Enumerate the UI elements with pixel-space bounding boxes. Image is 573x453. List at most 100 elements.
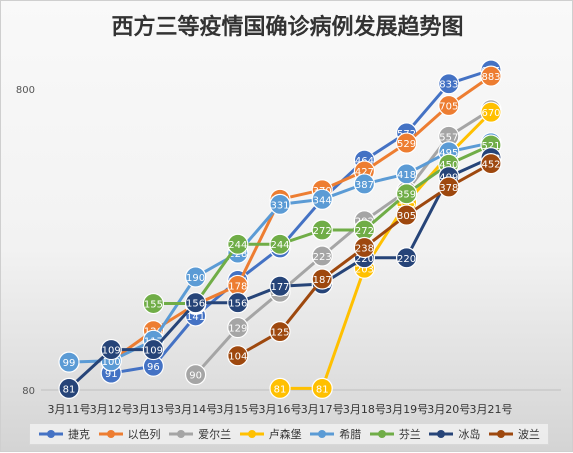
data-point xyxy=(58,351,80,373)
data-label: 387 xyxy=(355,180,374,191)
data-label: 272 xyxy=(355,226,374,237)
data-point xyxy=(269,321,291,343)
data-label: 155 xyxy=(144,300,163,311)
legend-item-1: 以色列 xyxy=(98,426,161,442)
x-tick-label: 3月19号 xyxy=(385,403,428,416)
chart-title: 西方三等疫情国确诊病例发展趋势图 xyxy=(111,15,464,40)
data-point xyxy=(438,73,460,95)
data-point xyxy=(269,233,291,255)
data-point xyxy=(311,268,333,290)
data-label: 452 xyxy=(481,160,500,171)
legend-swatch xyxy=(169,430,194,438)
legend-item-6: 冰岛 xyxy=(428,426,480,442)
data-point xyxy=(438,176,460,198)
y-tick-label: 800 xyxy=(16,85,35,96)
legend-label: 波兰 xyxy=(517,428,540,441)
legend-item-3: 卢森堡 xyxy=(239,426,302,442)
data-label: 220 xyxy=(355,254,374,265)
data-label: 187 xyxy=(313,275,332,286)
data-label: 125 xyxy=(270,328,289,339)
legend-swatch xyxy=(488,430,513,438)
legend-item-0: 捷克 xyxy=(38,426,90,442)
data-label: 129 xyxy=(228,324,247,335)
data-point xyxy=(227,316,249,339)
data-point xyxy=(142,292,164,315)
data-point xyxy=(311,245,333,267)
data-point xyxy=(185,292,207,314)
data-label: 91 xyxy=(105,369,118,380)
data-point xyxy=(227,345,249,367)
data-label: 495 xyxy=(439,148,458,159)
data-label: 104 xyxy=(228,352,247,363)
data-label: 344 xyxy=(313,195,332,206)
data-point xyxy=(353,173,375,195)
data-label: 670 xyxy=(481,108,500,119)
legend-swatch xyxy=(429,430,454,438)
data-point xyxy=(353,236,375,259)
series-layer: 9196141185237344464572833925100126154178… xyxy=(58,59,502,399)
data-label: 178 xyxy=(228,281,247,292)
legend-label: 捷克 xyxy=(68,428,90,441)
legend: 捷克 以色列 爱尔兰 卢森堡 希腊 芬兰 冰岛 波兰 xyxy=(29,423,549,445)
data-label: 81 xyxy=(63,384,76,395)
data-label: 81 xyxy=(316,384,329,395)
data-label: 177 xyxy=(270,282,289,293)
data-label: 81 xyxy=(274,384,287,395)
data-label: 141 xyxy=(186,312,205,323)
data-label: 359 xyxy=(397,190,416,201)
x-tick-label: 3月20号 xyxy=(427,403,470,416)
x-tick-label: 3月12号 xyxy=(90,403,133,416)
data-label: 99 xyxy=(63,358,76,369)
data-point xyxy=(480,65,502,87)
data-label: 521 xyxy=(481,141,500,152)
data-label: 529 xyxy=(397,139,416,150)
data-label: 109 xyxy=(102,346,121,357)
series-line xyxy=(110,74,492,363)
legend-item-4: 希腊 xyxy=(309,426,361,442)
data-label: 244 xyxy=(270,240,289,251)
data-point xyxy=(142,338,164,361)
data-point xyxy=(311,188,333,210)
data-label: 833 xyxy=(439,80,458,91)
data-label: 156 xyxy=(186,299,205,310)
data-point xyxy=(227,233,249,255)
data-label: 378 xyxy=(439,183,458,194)
data-point xyxy=(58,377,80,399)
data-label: 100 xyxy=(102,357,121,368)
data-point xyxy=(269,377,291,399)
data-point xyxy=(227,292,249,314)
x-tick-label: 3月16号 xyxy=(259,403,302,416)
legend-label: 芬兰 xyxy=(398,428,421,441)
data-point xyxy=(396,183,418,205)
series-7: 104 125 187 238 305 378 452 xyxy=(227,153,502,367)
series-6: 81109109156156177180220220409473 xyxy=(58,147,502,399)
data-point xyxy=(269,275,291,297)
data-point xyxy=(269,193,291,215)
data-label: 272 xyxy=(313,226,332,237)
data-label: 427 xyxy=(355,167,374,178)
series-line xyxy=(110,68,492,375)
data-point xyxy=(311,219,333,241)
data-point xyxy=(396,204,418,226)
data-label: 305 xyxy=(397,211,416,222)
x-tick-label: 3月13号 xyxy=(132,403,175,416)
data-label: 418 xyxy=(397,170,416,181)
data-label: 223 xyxy=(313,252,332,263)
data-point xyxy=(185,266,207,288)
data-label: 705 xyxy=(439,102,458,113)
x-tick-label: 3月14号 xyxy=(174,403,217,416)
data-label: 90 xyxy=(189,371,202,382)
data-label: 557 xyxy=(439,132,458,143)
legend-label: 以色列 xyxy=(127,428,161,441)
legend-swatch xyxy=(98,430,123,438)
data-point xyxy=(396,247,418,269)
legend-item-2: 爱尔兰 xyxy=(168,426,231,442)
legend-label: 卢森堡 xyxy=(268,428,302,441)
x-tick-label: 3月18号 xyxy=(343,403,386,416)
data-label: 220 xyxy=(397,254,416,265)
legend-item-7: 波兰 xyxy=(488,426,540,442)
data-point xyxy=(311,377,333,399)
data-label: 331 xyxy=(270,200,289,211)
x-tick-label: 3月15号 xyxy=(216,403,259,416)
